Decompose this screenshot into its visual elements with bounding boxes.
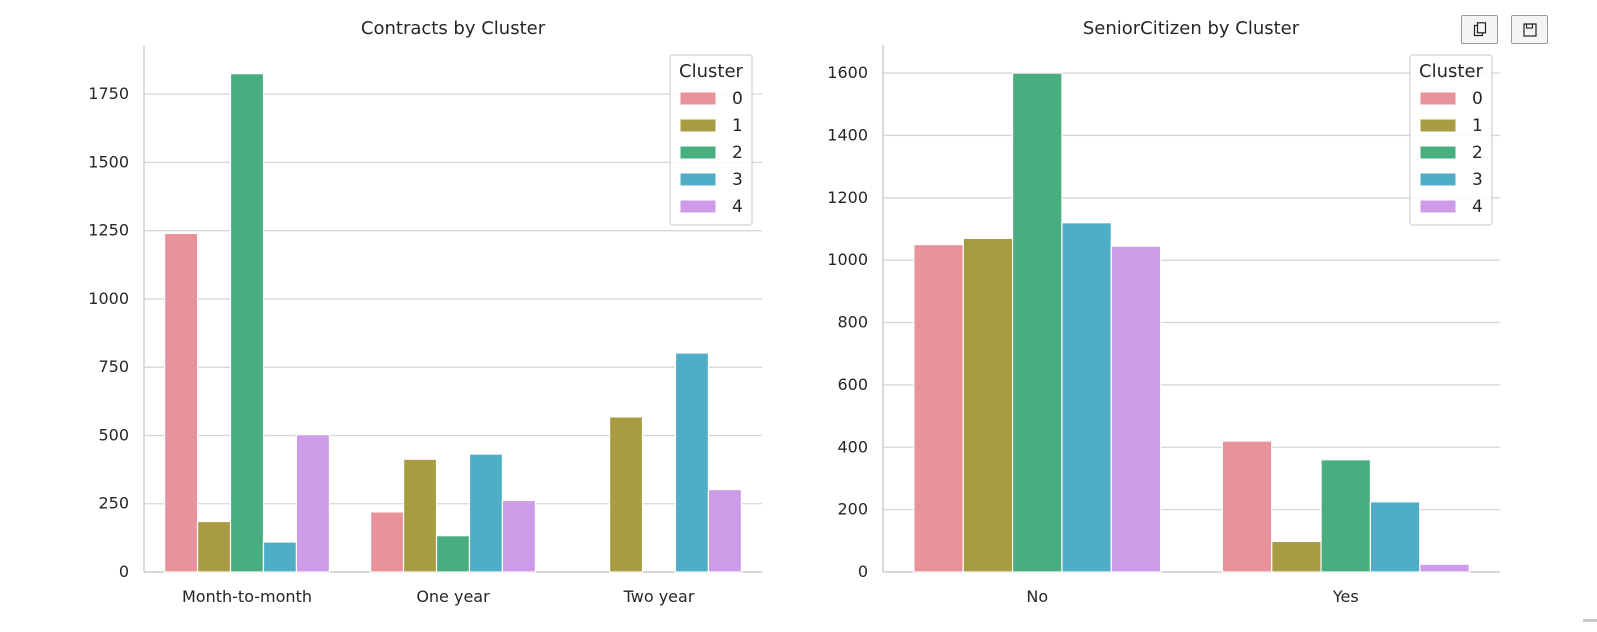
- bar-no-cluster-3: [1061, 222, 1112, 573]
- bar-no-cluster-0: [913, 243, 964, 573]
- legend-label-3: 3: [732, 170, 743, 190]
- bar-one-year-cluster-1: [402, 458, 438, 573]
- floppy-disk-icon: [1522, 22, 1537, 37]
- legend-swatch-1: [1419, 118, 1457, 133]
- y-tick-label: 1000: [88, 289, 129, 308]
- legend-label-4: 4: [1472, 197, 1483, 217]
- y-tick-label: 1400: [827, 125, 868, 144]
- bar-no-cluster-4: [1110, 245, 1162, 573]
- bar-one-year-cluster-2: [435, 535, 471, 573]
- bar-no-cluster-1: [962, 237, 1014, 573]
- legend-swatch-2: [679, 145, 717, 160]
- y-tick-label: 1250: [88, 221, 129, 240]
- bar-yes-cluster-3: [1369, 501, 1421, 573]
- y-tick-label: 600: [837, 375, 868, 394]
- bar-no-cluster-2: [1011, 72, 1063, 573]
- legend-label-1: 1: [1472, 116, 1483, 136]
- legend-label-2: 2: [732, 143, 743, 163]
- legend-label-2: 2: [1472, 143, 1483, 163]
- y-tick-label: 1600: [827, 63, 868, 82]
- chart-title: SeniorCitizen by Cluster: [1083, 18, 1300, 39]
- legend-swatch-4: [679, 199, 717, 214]
- x-tick-label: Yes: [1332, 587, 1359, 606]
- y-tick-label: 400: [837, 437, 868, 456]
- legend-title: Cluster: [1419, 61, 1483, 82]
- bar-two-year-cluster-1: [608, 416, 644, 573]
- y-tick-label: 1000: [827, 250, 868, 269]
- chart-2: 0 200 400 600 800 1000 1200 1400 1600 No Yes Senior…: [827, 18, 1500, 606]
- x-tick-label: Month-to-month: [182, 587, 312, 606]
- legend-swatch-4: [1419, 199, 1457, 214]
- legend-swatch-3: [1419, 172, 1457, 187]
- bar-month-to-month-cluster-0: [164, 232, 199, 573]
- resize-handle[interactable]: [1583, 619, 1597, 622]
- y-tick-label: 1500: [88, 152, 129, 171]
- bar-one-year-cluster-4: [501, 499, 537, 573]
- bar-one-year-cluster-3: [468, 453, 504, 573]
- bar-two-year-cluster-3: [674, 352, 710, 573]
- y-tick-label: 200: [837, 500, 868, 519]
- bar-month-to-month-cluster-4: [295, 434, 331, 573]
- chart-1: 0 250 500 750 1000 1250 1500 1750 Month-to-month…: [88, 18, 762, 606]
- legend-swatch-3: [679, 172, 717, 187]
- y-tick-label: 250: [98, 494, 129, 513]
- y-tick-label: 1200: [827, 188, 868, 207]
- legend-title: Cluster: [679, 61, 743, 82]
- bar-yes-cluster-1: [1271, 540, 1322, 573]
- y-tick-label: 800: [837, 313, 868, 332]
- legend: Cluster 0 1 2 3 4: [1409, 54, 1493, 226]
- chart-title: Contracts by Cluster: [361, 18, 546, 39]
- y-tick-label: 0: [119, 562, 129, 581]
- y-tick-label: 750: [98, 357, 129, 376]
- copy-button[interactable]: [1461, 15, 1498, 44]
- bar-yes-cluster-0: [1221, 440, 1273, 573]
- bar-month-to-month-cluster-3: [262, 541, 298, 573]
- save-button[interactable]: [1511, 15, 1548, 44]
- bar-two-year-cluster-4: [707, 488, 743, 573]
- bar-month-to-month-cluster-1: [196, 520, 232, 573]
- legend-swatch-1: [679, 118, 717, 133]
- legend-label-0: 0: [1472, 89, 1483, 109]
- legend-swatch-0: [1419, 91, 1457, 106]
- bar-month-to-month-cluster-2: [229, 73, 265, 573]
- y-tick-label: 1750: [88, 84, 129, 103]
- legend-label-3: 3: [1472, 170, 1483, 190]
- bar-yes-cluster-4: [1419, 563, 1470, 573]
- x-tick-label: One year: [416, 587, 490, 606]
- x-tick-label: No: [1026, 587, 1048, 606]
- copy-icon: [1473, 21, 1486, 36]
- legend-label-0: 0: [732, 89, 743, 109]
- legend-label-1: 1: [732, 116, 743, 136]
- bar-yes-cluster-2: [1320, 459, 1372, 573]
- legend-label-4: 4: [732, 197, 743, 217]
- y-tick-label: 500: [98, 425, 129, 444]
- legend-swatch-2: [1419, 145, 1457, 160]
- bar-one-year-cluster-0: [370, 511, 405, 573]
- x-tick-label: Two year: [623, 587, 695, 606]
- legend: Cluster 0 1 2 3 4: [669, 54, 753, 226]
- legend-swatch-0: [679, 91, 717, 106]
- y-tick-label: 0: [858, 562, 868, 581]
